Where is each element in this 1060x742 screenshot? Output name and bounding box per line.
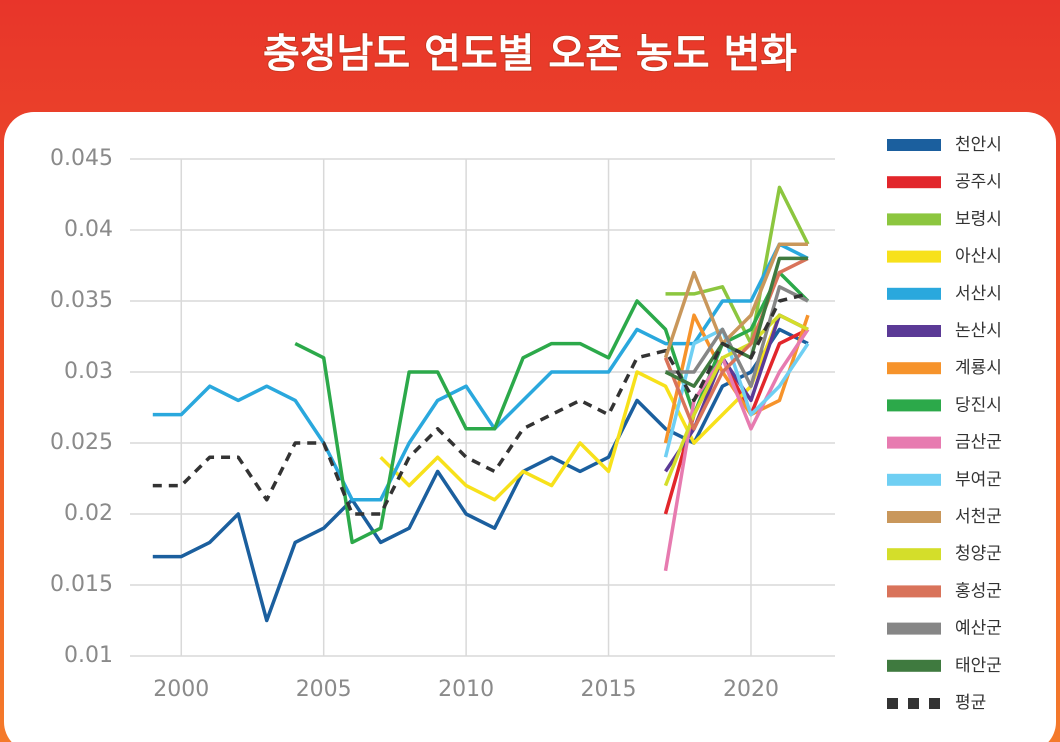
legend-label: 논산시 [955, 321, 1002, 341]
series-line [152, 327, 809, 623]
x-tick-label: 2000 [153, 677, 209, 702]
legend-label: 서산시 [955, 284, 1002, 304]
series-line [663, 327, 810, 458]
y-tick-label: 0.03 [64, 359, 113, 384]
x-tick-label: 2005 [296, 677, 352, 702]
x-tick-label: 2010 [438, 677, 494, 702]
legend-label: 서천군 [955, 507, 1002, 527]
legend-label: 평균 [955, 693, 986, 713]
y-tick-label: 0.01 [64, 643, 113, 668]
series-line [663, 242, 808, 359]
legend-swatch [887, 287, 941, 300]
chart-title: 충청남도 연도별 오존 농도 변화 [263, 31, 797, 77]
legend-swatch [887, 399, 941, 412]
legend-swatch [887, 548, 941, 561]
legend-label: 아산시 [955, 247, 1002, 267]
legend-swatch [887, 362, 941, 375]
legend-label: 당진시 [955, 395, 1002, 415]
legend-label: 홍성군 [955, 581, 1002, 601]
y-tick-label: 0.035 [50, 288, 113, 313]
y-tick-label: 0.045 [50, 146, 113, 171]
x-tick-label: 2020 [723, 677, 779, 702]
legend-swatch [887, 585, 941, 598]
legend-swatch [887, 213, 941, 226]
legend-swatch [887, 473, 941, 486]
legend-swatch [887, 436, 941, 449]
y-tick-label: 0.04 [64, 217, 113, 242]
legend-swatch [908, 698, 919, 709]
legend-label: 태안군 [955, 656, 1002, 676]
series-line [665, 285, 809, 388]
x-tick-label: 2015 [581, 677, 637, 702]
legend-swatch [887, 176, 941, 189]
legend-swatch [887, 511, 941, 523]
legend-label: 계룡시 [955, 358, 1002, 378]
legend-swatch [929, 698, 940, 709]
legend-label: 공주시 [955, 172, 1002, 192]
series-line [379, 313, 809, 502]
legend-swatch [887, 325, 941, 337]
series-line [152, 242, 809, 502]
y-tick-label: 0.025 [50, 430, 113, 455]
legend-label: 예산군 [955, 619, 1002, 639]
legend-label: 청양군 [955, 544, 1002, 564]
legend-label: 금산군 [955, 433, 1002, 453]
legend-label: 부여군 [955, 470, 1002, 490]
legend-swatch [887, 659, 941, 672]
legend-swatch [887, 698, 898, 709]
y-tick-label: 0.02 [64, 501, 113, 526]
legend-swatch [887, 139, 941, 151]
legend-swatch [887, 250, 941, 263]
legend-label: 천안시 [955, 135, 1002, 155]
legend-label: 보령시 [955, 209, 1002, 229]
legend-swatch [887, 622, 941, 635]
y-tick-label: 0.015 [50, 572, 113, 597]
series-line [665, 185, 810, 346]
